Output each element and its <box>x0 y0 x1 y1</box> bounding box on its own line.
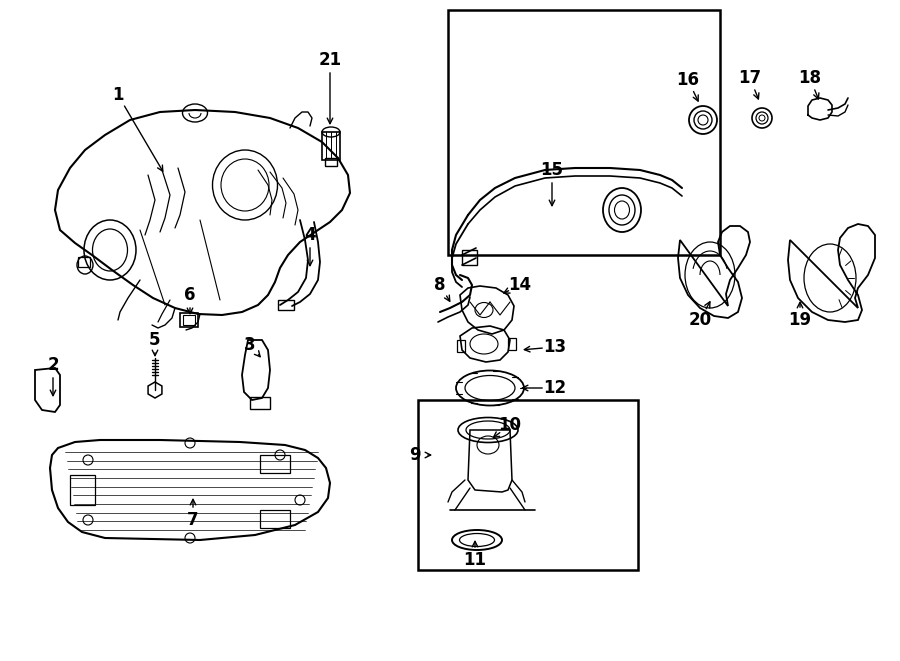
Text: 19: 19 <box>788 311 812 329</box>
Text: 3: 3 <box>244 336 256 354</box>
Bar <box>457 340 465 352</box>
Bar <box>183 315 195 325</box>
Bar <box>462 250 477 265</box>
Text: 20: 20 <box>688 311 712 329</box>
Text: 4: 4 <box>304 226 316 244</box>
Text: 15: 15 <box>541 161 563 179</box>
Bar <box>278 300 294 310</box>
Text: 18: 18 <box>798 69 822 87</box>
Bar <box>418 400 638 570</box>
Bar <box>448 10 720 255</box>
Text: 21: 21 <box>319 51 342 69</box>
Text: 7: 7 <box>187 511 199 529</box>
Text: 12: 12 <box>544 379 567 397</box>
Bar <box>508 338 516 350</box>
Bar <box>250 397 270 409</box>
Text: 16: 16 <box>677 71 699 89</box>
Text: 5: 5 <box>149 331 161 349</box>
Bar <box>180 313 198 327</box>
Bar <box>260 455 290 473</box>
Text: 2: 2 <box>47 356 58 374</box>
Text: 8: 8 <box>434 276 446 294</box>
Text: 9: 9 <box>410 446 421 464</box>
Text: 17: 17 <box>738 69 761 87</box>
Bar <box>325 158 337 166</box>
Bar <box>322 132 340 160</box>
Text: 11: 11 <box>464 551 487 569</box>
Text: 10: 10 <box>499 416 521 434</box>
Text: 14: 14 <box>508 276 532 294</box>
Text: 1: 1 <box>112 86 124 104</box>
Text: 13: 13 <box>544 338 567 356</box>
Bar <box>260 510 290 528</box>
Text: 6: 6 <box>184 286 196 304</box>
Bar <box>70 475 95 505</box>
Bar <box>78 257 90 267</box>
